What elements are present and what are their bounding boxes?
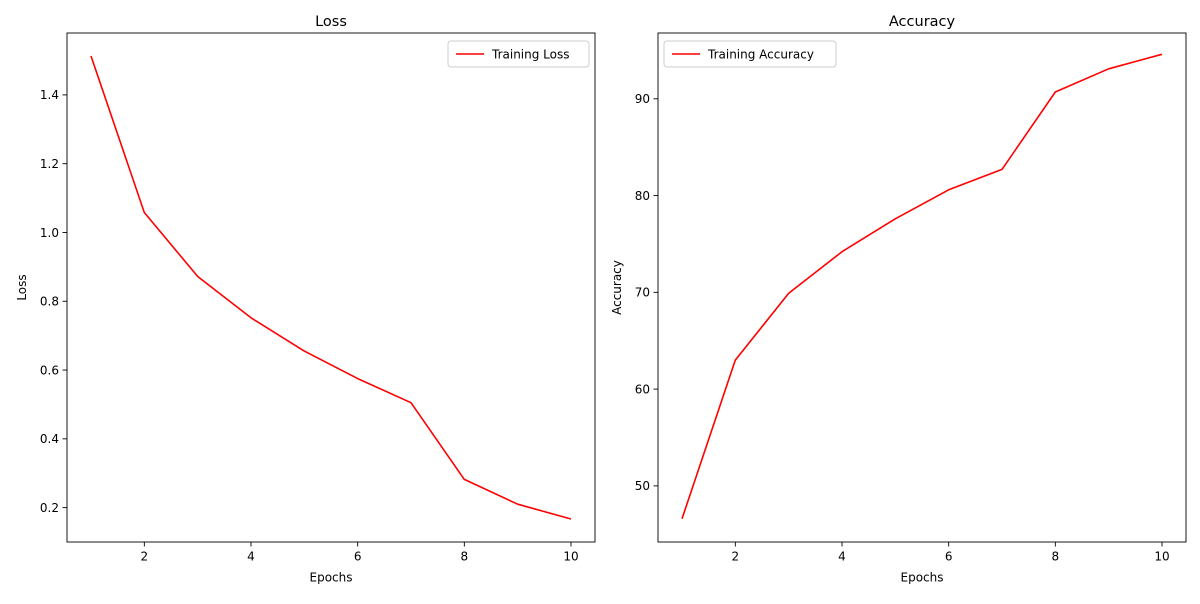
data-point [197, 275, 199, 277]
x-tick-label: 10 [563, 550, 578, 564]
data-point [143, 212, 145, 214]
x-tick-label: 10 [1154, 550, 1169, 564]
series-line [681, 53, 1163, 520]
data-point [681, 518, 683, 520]
data-point [517, 503, 519, 505]
data-point [1108, 68, 1110, 70]
legend: Training Loss [447, 40, 590, 68]
data-point [250, 317, 252, 319]
data-point [410, 402, 412, 404]
data-point [357, 378, 359, 380]
axes-frame [66, 32, 596, 543]
y-tick-label: 1.0 [40, 226, 59, 240]
x-tick-label: 4 [838, 550, 846, 564]
y-tick-label: 80 [635, 189, 650, 203]
y-tick-label: 50 [635, 479, 650, 493]
y-tick-label: 1.4 [40, 88, 59, 102]
y-tick-label: 0.6 [40, 363, 59, 377]
chart-panel-2: Accuracy 2 4 6 8 10 50 60 70 80 90 Epochs Accuracy Tr… [610, 14, 1187, 585]
y-axis-label: Loss [15, 274, 29, 300]
legend-box [663, 40, 837, 68]
data-point [1001, 168, 1003, 170]
data-point [1161, 53, 1163, 55]
data-point [841, 251, 843, 253]
legend-label: Training Accuracy [707, 48, 814, 62]
x-tick-label: 4 [247, 550, 255, 564]
x-tick-label: 8 [1052, 550, 1060, 564]
chart-title: Loss [315, 14, 347, 30]
chart-title: Accuracy [889, 14, 956, 30]
x-axis-label: Epochs [310, 571, 353, 585]
data-point [1054, 91, 1056, 93]
legend: Training Accuracy [663, 40, 837, 68]
y-tick-label: 90 [635, 92, 650, 106]
data-point [788, 292, 790, 294]
x-tick-label: 6 [945, 550, 953, 564]
y-tick-label: 0.2 [40, 501, 59, 515]
data-point [948, 189, 950, 191]
data-point [90, 55, 92, 57]
series-line [90, 55, 572, 520]
x-tick-label: 2 [732, 550, 740, 564]
data-point [734, 359, 736, 361]
data-point [303, 350, 305, 352]
x-tick-label: 6 [354, 550, 362, 564]
y-tick-label: 70 [635, 286, 650, 300]
chart-panel-1: Loss 2 4 6 8 10 0.2 0.4 0.6 0.8 1.0 1.2 1.4 Epochs Los… [15, 14, 596, 585]
y-tick-label: 1.2 [40, 157, 59, 171]
data-point [463, 478, 465, 480]
x-tick-label: 8 [461, 550, 469, 564]
data-point [894, 218, 896, 220]
y-tick-label: 0.8 [40, 295, 59, 309]
y-tick-label: 0.4 [40, 432, 59, 446]
legend-box [447, 40, 590, 68]
axes-frame [657, 32, 1187, 543]
data-point [570, 518, 572, 520]
y-tick-label: 60 [635, 382, 650, 396]
x-axis-label: Epochs [901, 571, 944, 585]
x-tick-label: 2 [141, 550, 149, 564]
y-axis-label: Accuracy [610, 260, 624, 315]
legend-label: Training Loss [491, 48, 569, 62]
